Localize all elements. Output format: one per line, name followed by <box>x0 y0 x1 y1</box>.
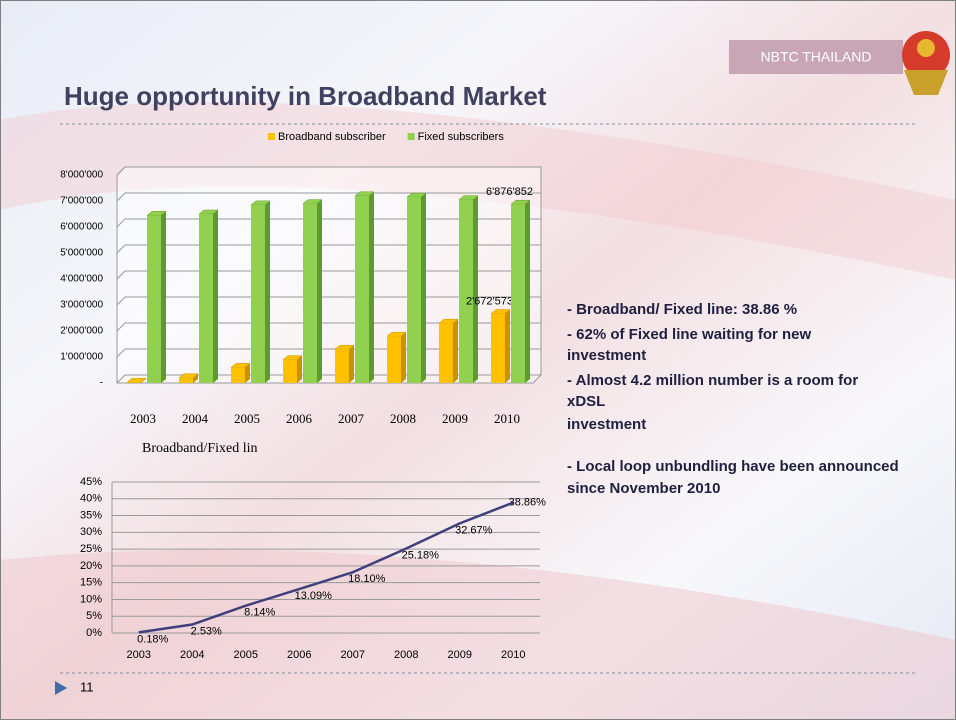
data-label: 25.18% <box>402 549 440 561</box>
bar <box>231 367 245 383</box>
x-tick-label: 2009 <box>442 411 468 426</box>
bar-side <box>421 193 426 383</box>
bar-side <box>401 332 406 383</box>
bar <box>511 204 525 383</box>
bar <box>179 378 193 383</box>
x-tick-label: 2009 <box>448 649 472 661</box>
bar-side <box>505 310 510 383</box>
bar <box>407 197 421 383</box>
x-tick-label: 2006 <box>287 649 311 661</box>
y-tick-label: 20% <box>80 560 102 572</box>
y-tick-label: 25% <box>80 543 102 555</box>
y-tick-label: 5'000'000 <box>60 248 103 259</box>
bar <box>439 323 453 383</box>
legend-swatch <box>268 133 275 140</box>
page: NBTC THAILAND Huge opportunity in Broadb… <box>0 0 956 720</box>
page-number: 11 <box>80 679 94 694</box>
bar <box>459 200 473 383</box>
x-tick-label: 2004 <box>180 649 204 661</box>
bullet-line: - Almost 4.2 million number is a room fo… <box>567 372 858 389</box>
y-tick-label: 1'000'000 <box>60 352 103 363</box>
bar <box>251 205 265 383</box>
bullet-line: investment <box>567 347 646 364</box>
bar <box>147 215 161 383</box>
legend-label: Broadband subscriber <box>278 131 386 143</box>
bullet-line: - 62% of Fixed line waiting for new <box>567 326 812 343</box>
x-tick-label: 2007 <box>341 649 365 661</box>
bar <box>127 382 141 383</box>
data-label: 8.14% <box>244 607 275 619</box>
bar <box>387 336 401 383</box>
y-tick-label: 6'000'000 <box>60 222 103 233</box>
legend-swatch <box>408 133 415 140</box>
data-label: 0.18% <box>137 633 168 645</box>
y-tick-label: 7'000'000 <box>60 196 103 207</box>
bullet-line: xDSL <box>567 393 605 410</box>
line-chart-title: Broadband/Fixed lin <box>142 441 258 456</box>
bar <box>355 196 369 383</box>
y-tick-label: 0% <box>86 627 102 639</box>
data-label: 13.09% <box>295 590 333 602</box>
x-tick-label: 2005 <box>234 649 258 661</box>
bar-side <box>297 356 302 383</box>
y-tick-label: 3'000'000 <box>60 300 103 311</box>
bar <box>491 314 505 383</box>
bar-side <box>161 211 166 383</box>
x-tick-label: 2005 <box>234 411 260 426</box>
y-tick-label: 15% <box>80 577 102 589</box>
x-tick-label: 2010 <box>501 649 525 661</box>
data-label: 2'672'573 <box>466 295 513 307</box>
y-tick-label: 30% <box>80 526 102 538</box>
bullet-line: - Broadband/ Fixed line: 38.86 % <box>567 301 797 318</box>
bar-side <box>369 192 374 383</box>
bar <box>283 360 297 383</box>
data-label: 32.67% <box>455 524 493 536</box>
bar <box>303 204 317 383</box>
y-tick-label: 40% <box>80 493 102 505</box>
slide: NBTC THAILAND Huge opportunity in Broadb… <box>0 0 956 720</box>
bar-side <box>453 319 458 383</box>
bar-side <box>213 210 218 383</box>
data-label: 2.53% <box>191 625 222 637</box>
slide-title: Huge opportunity in Broadband Market <box>64 81 547 111</box>
bar-side <box>349 345 354 383</box>
y-tick-label: 45% <box>80 476 102 488</box>
y-tick-label: 10% <box>80 593 102 605</box>
bullet-line: since November 2010 <box>567 480 720 497</box>
bar-side <box>525 200 530 383</box>
y-tick-label: 2'000'000 <box>60 326 103 337</box>
legend-label: Fixed subscribers <box>418 131 505 143</box>
y-tick-label: 8'000'000 <box>60 170 103 181</box>
bar-side <box>317 200 322 383</box>
data-label: 18.10% <box>348 573 386 585</box>
bullet-line: investment <box>567 416 646 433</box>
data-label: 6'876'852 <box>486 186 533 198</box>
x-tick-label: 2007 <box>338 411 365 426</box>
x-tick-label: 2003 <box>130 411 156 426</box>
data-label: 38.86% <box>509 497 547 509</box>
bar-side <box>265 201 270 383</box>
badge: NBTC THAILAND <box>761 49 872 65</box>
x-tick-label: 2004 <box>182 411 209 426</box>
x-tick-label: 2006 <box>286 411 313 426</box>
bar <box>335 349 349 383</box>
x-tick-label: 2010 <box>494 411 520 426</box>
bar-side <box>473 196 478 383</box>
y-tick-label: 4'000'000 <box>60 274 103 285</box>
y-tick-label: 5% <box>86 610 102 622</box>
bar <box>199 214 213 383</box>
x-tick-label: 2008 <box>390 411 416 426</box>
y-tick-label: - <box>100 378 103 389</box>
y-tick-label: 35% <box>80 509 102 521</box>
x-tick-label: 2008 <box>394 649 418 661</box>
bullet-line: - Local loop unbundling have been announ… <box>567 458 899 475</box>
x-tick-label: 2003 <box>127 649 151 661</box>
